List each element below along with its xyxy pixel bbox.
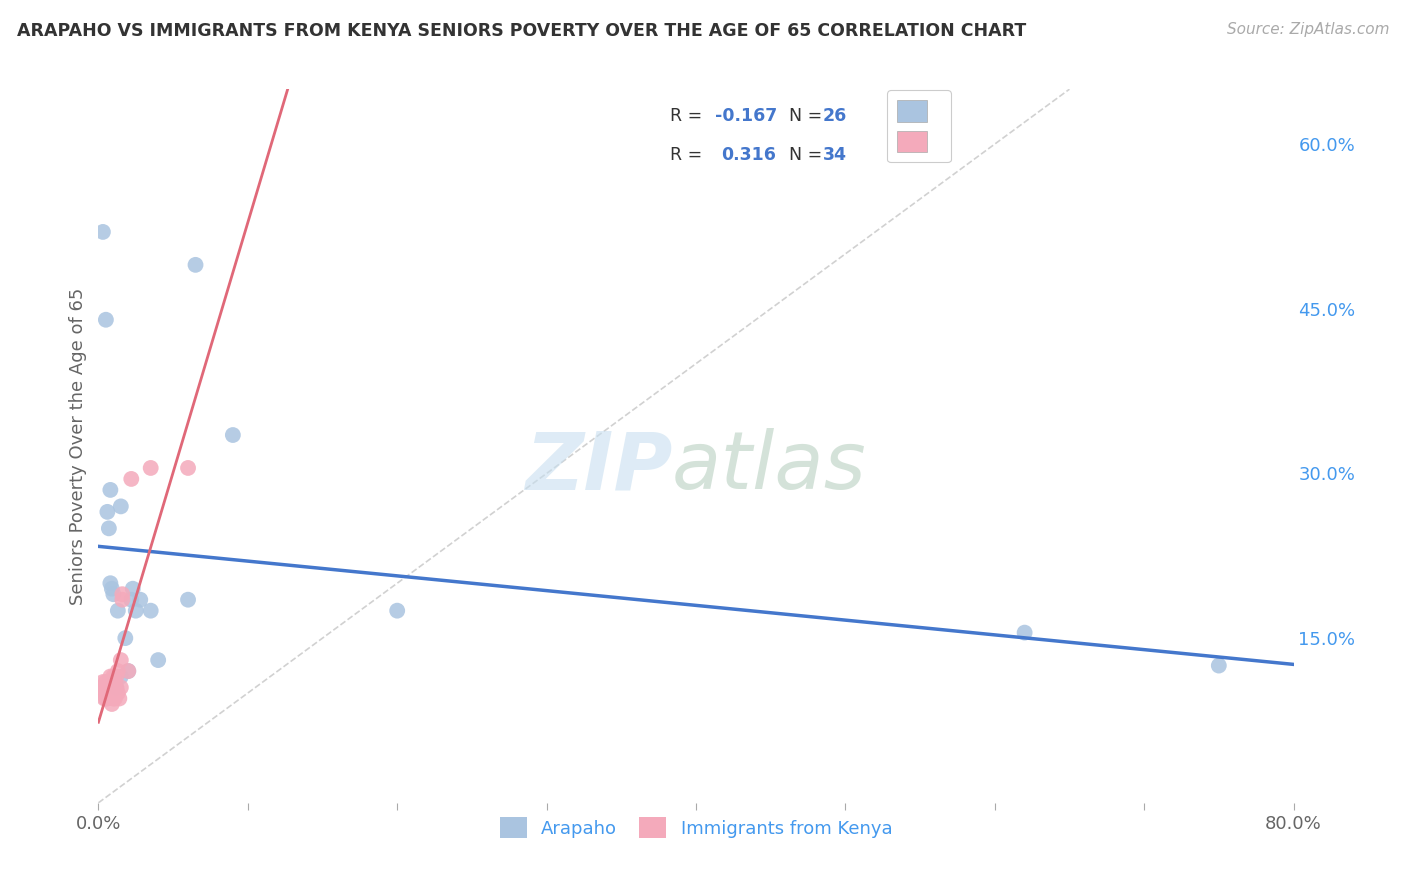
- Point: [1208, 658, 1230, 673]
- Y-axis label: Seniors Poverty Over the Age of 65: Seniors Poverty Over the Age of 65: [69, 287, 87, 605]
- Point: [111, 592, 134, 607]
- Point: [117, 664, 139, 678]
- Point: [93, 691, 115, 706]
- Point: [125, 604, 148, 618]
- Point: [105, 681, 128, 695]
- Point: [103, 669, 125, 683]
- Point: [97, 686, 120, 700]
- Point: [107, 664, 129, 678]
- Point: [96, 505, 118, 519]
- Point: [110, 500, 132, 514]
- Point: [114, 631, 136, 645]
- Point: [108, 691, 131, 706]
- Point: [105, 681, 128, 695]
- Point: [94, 691, 117, 706]
- Point: [91, 675, 114, 690]
- Point: [121, 582, 143, 596]
- Point: [120, 472, 142, 486]
- Text: R =: R =: [669, 146, 707, 164]
- Point: [91, 225, 114, 239]
- Point: [111, 587, 134, 601]
- Point: [139, 461, 162, 475]
- Point: [97, 521, 120, 535]
- Point: [105, 669, 128, 683]
- Point: [94, 681, 117, 695]
- Point: [1014, 625, 1036, 640]
- Text: 34: 34: [823, 146, 846, 164]
- Point: [177, 461, 200, 475]
- Point: [94, 312, 117, 326]
- Point: [94, 686, 117, 700]
- Point: [98, 576, 122, 591]
- Text: ARAPAHO VS IMMIGRANTS FROM KENYA SENIORS POVERTY OVER THE AGE OF 65 CORRELATION : ARAPAHO VS IMMIGRANTS FROM KENYA SENIORS…: [17, 22, 1026, 40]
- Text: ZIP: ZIP: [524, 428, 672, 507]
- Text: N =: N =: [789, 146, 828, 164]
- Legend: Arapaho, Immigrants from Kenya: Arapaho, Immigrants from Kenya: [491, 808, 901, 847]
- Point: [101, 697, 124, 711]
- Point: [98, 675, 122, 690]
- Point: [148, 653, 170, 667]
- Point: [96, 691, 118, 706]
- Point: [103, 686, 125, 700]
- Point: [96, 681, 118, 695]
- Point: [107, 604, 129, 618]
- Point: [93, 686, 115, 700]
- Point: [101, 582, 124, 596]
- Text: atlas: atlas: [672, 428, 868, 507]
- Text: N =: N =: [789, 107, 828, 125]
- Text: 0.316: 0.316: [721, 146, 776, 164]
- Point: [177, 592, 200, 607]
- Point: [93, 681, 115, 695]
- Point: [120, 592, 142, 607]
- Point: [90, 681, 112, 695]
- Text: 26: 26: [823, 107, 846, 125]
- Point: [94, 675, 117, 690]
- Point: [110, 653, 132, 667]
- Point: [385, 604, 409, 618]
- Text: R =: R =: [669, 107, 707, 125]
- Point: [129, 592, 152, 607]
- Point: [104, 675, 127, 690]
- Point: [98, 483, 122, 497]
- Point: [139, 604, 162, 618]
- Text: -0.167: -0.167: [716, 107, 778, 125]
- Point: [97, 681, 120, 695]
- Point: [107, 686, 129, 700]
- Point: [110, 681, 132, 695]
- Point: [184, 258, 207, 272]
- Point: [103, 587, 125, 601]
- Point: [103, 691, 125, 706]
- Point: [98, 669, 122, 683]
- Point: [104, 691, 127, 706]
- Text: Source: ZipAtlas.com: Source: ZipAtlas.com: [1226, 22, 1389, 37]
- Point: [110, 669, 132, 683]
- Point: [117, 664, 139, 678]
- Point: [222, 428, 245, 442]
